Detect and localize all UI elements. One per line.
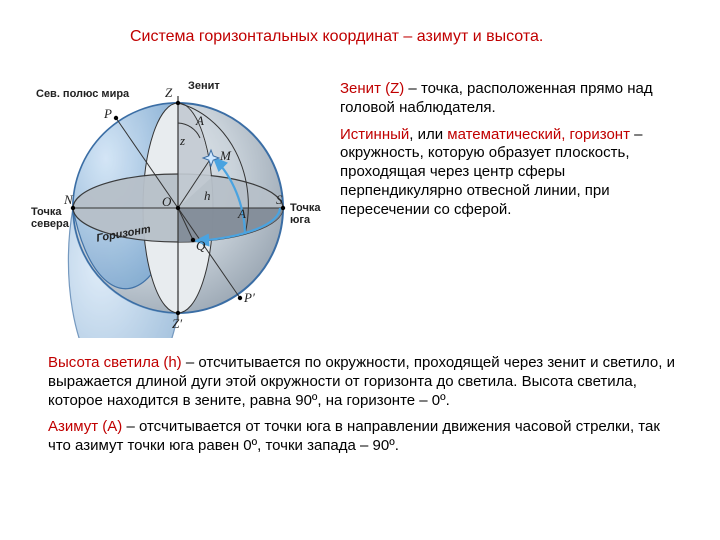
lbl-A-right: A <box>238 206 246 222</box>
celestial-sphere-diagram: Сев. полюс мира Зенит Z P A z M N Точка … <box>28 58 328 338</box>
p-vysota: Высота светила (h) – отсчитывается по ок… <box>48 354 678 410</box>
lbl-A-top: A <box>196 113 204 129</box>
lbl-tochka-yuga: Точка юга <box>290 202 320 226</box>
txt: – отсчитывается от точки юга в направлен… <box>48 418 660 454</box>
lbl-Q: Q <box>196 238 205 254</box>
lbl-h: h <box>204 188 211 204</box>
lbl-S: S <box>276 192 283 208</box>
p-gorizont: Истинный, или математический, горизонт –… <box>340 126 684 220</box>
lbl-Z: Z <box>165 85 172 101</box>
hl-azimut: Азимут (А) <box>48 418 122 435</box>
lbl-tochka-severa: Точка севера <box>31 206 69 230</box>
p-zenit: Зенит (Z) – точка, расположенная прямо н… <box>340 80 684 118</box>
lbl-P: P <box>104 106 112 122</box>
right-text: Зенит (Z) – точка, расположенная прямо н… <box>340 80 684 227</box>
hl-zenit: Зенит (Z) <box>340 80 404 97</box>
lbl-zenit: Зенит <box>188 80 220 92</box>
hl-math: математический, горизонт <box>447 126 630 143</box>
lbl-M: M <box>220 148 231 164</box>
lbl-Pp: P′ <box>244 290 255 306</box>
hl-ist: Истинный <box>340 126 409 143</box>
bottom-text: Высота светила (h) – отсчитывается по ок… <box>48 354 678 464</box>
lbl-O: O <box>162 194 171 210</box>
sphere-svg <box>28 58 328 338</box>
page-title: Система горизонтальных координат – азиму… <box>130 28 680 46</box>
lbl-Zp: Z′ <box>172 316 182 332</box>
txt: , или <box>409 126 447 143</box>
hl-vysota: Высота светила (h) <box>48 354 182 371</box>
lbl-sevpolus: Сев. полюс мира <box>36 88 129 100</box>
lbl-z-in: z <box>180 133 185 149</box>
p-azimut: Азимут (А) – отсчитывается от точки юга … <box>48 418 678 456</box>
